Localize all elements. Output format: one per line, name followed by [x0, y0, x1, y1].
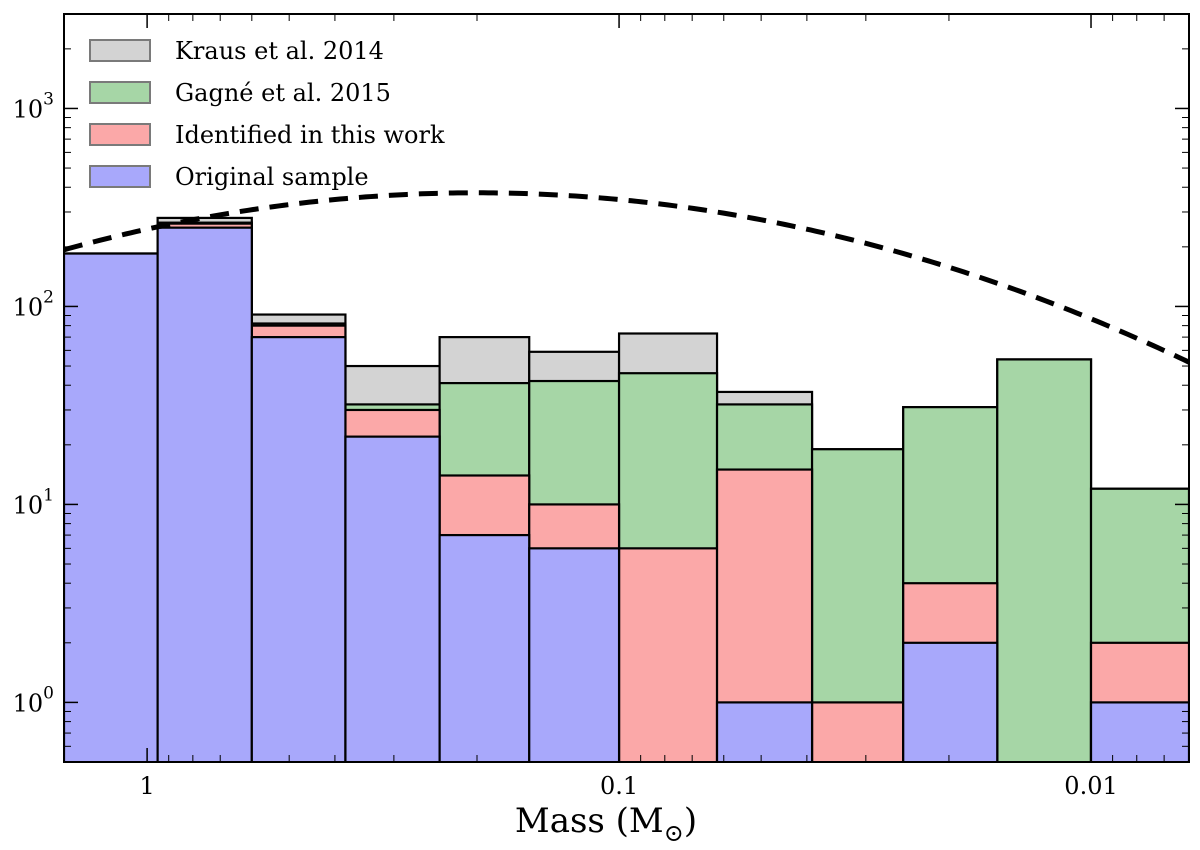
- legend-swatch-kraus-et-al-2014: [89, 39, 151, 62]
- legend-label-identified-in-this-work: Identified in this work: [175, 121, 445, 149]
- x-tick-label-1: 1: [139, 772, 154, 800]
- legend-label-kraus-et-al-2014: Kraus et al. 2014: [175, 37, 384, 65]
- curve-layer: [64, 190, 1189, 365]
- legend-item-identified-in-this-work: Identified in this work: [89, 121, 445, 149]
- bar-gagne-et-al-2015-10: [996, 358, 1093, 762]
- legend-label-gagne-et-al-2015: Gagné et al. 2015: [175, 79, 391, 107]
- plot-frame: [63, 13, 1190, 763]
- bar-original-sample-2: [250, 336, 347, 762]
- reference-curve-dashed: [64, 190, 1189, 365]
- x-tick-label-0-01: 0.01: [1064, 772, 1117, 800]
- bars-layer: [64, 216, 1189, 762]
- legend-swatch-identified-in-this-work: [89, 123, 151, 146]
- legend: Kraus et al. 2014 Gagné et al. 2015 Identi…: [89, 37, 445, 191]
- bar-original-sample-3: [344, 435, 441, 762]
- bar-identified-in-this-work-6: [617, 547, 719, 762]
- x-axis-label: Mass (M⊙): [515, 801, 697, 847]
- solar-mass-symbol: ⊙: [664, 819, 684, 847]
- legend-swatch-gagne-et-al-2015: [89, 81, 151, 104]
- legend-label-original-sample: Original sample: [175, 163, 369, 191]
- bar-original-sample-5: [528, 547, 621, 762]
- legend-item-kraus-et-al-2014: Kraus et al. 2014: [89, 37, 384, 65]
- series-original-sample: [64, 226, 1189, 762]
- bar-original-sample-0: [64, 252, 159, 762]
- legend-item-gagne-et-al-2015: Gagné et al. 2015: [89, 79, 391, 107]
- bar-original-sample-4: [438, 533, 531, 762]
- bar-original-sample-1: [156, 226, 253, 762]
- bar-original-sample-11: [1089, 701, 1189, 762]
- bar-original-sample-9: [902, 641, 999, 762]
- bar-original-sample-7: [715, 701, 814, 762]
- legend-swatch-original-sample: [89, 165, 151, 188]
- x-tick-label-0-1: 0.1: [600, 772, 638, 800]
- legend-item-original-sample: Original sample: [89, 163, 369, 191]
